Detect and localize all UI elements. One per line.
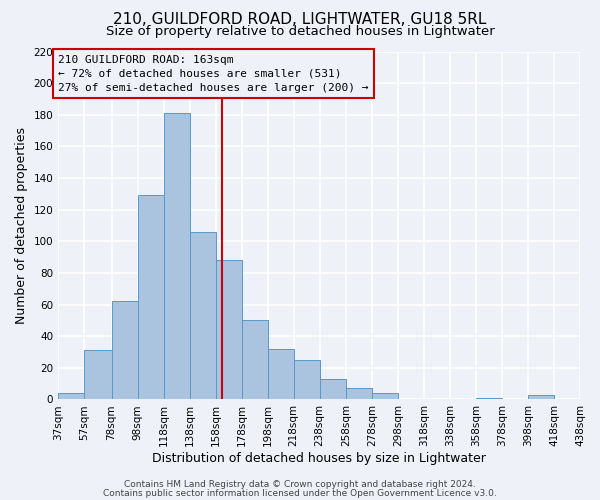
Bar — [164, 113, 190, 400]
Text: Size of property relative to detached houses in Lightwater: Size of property relative to detached ho… — [106, 25, 494, 38]
Text: Contains HM Land Registry data © Crown copyright and database right 2024.: Contains HM Land Registry data © Crown c… — [124, 480, 476, 489]
Y-axis label: Number of detached properties: Number of detached properties — [15, 127, 28, 324]
Bar — [476, 398, 502, 400]
Text: 210, GUILDFORD ROAD, LIGHTWATER, GU18 5RL: 210, GUILDFORD ROAD, LIGHTWATER, GU18 5R… — [113, 12, 487, 28]
Text: Contains public sector information licensed under the Open Government Licence v3: Contains public sector information licen… — [103, 488, 497, 498]
Bar — [58, 393, 84, 400]
Bar — [320, 379, 346, 400]
Bar — [84, 350, 112, 400]
Bar — [294, 360, 320, 400]
X-axis label: Distribution of detached houses by size in Lightwater: Distribution of detached houses by size … — [152, 452, 486, 465]
Bar — [215, 260, 242, 400]
Bar — [242, 320, 268, 400]
Bar — [137, 196, 164, 400]
Bar — [372, 393, 398, 400]
Bar — [528, 394, 554, 400]
Bar — [268, 349, 294, 400]
Bar — [346, 388, 372, 400]
Text: 210 GUILDFORD ROAD: 163sqm
← 72% of detached houses are smaller (531)
27% of sem: 210 GUILDFORD ROAD: 163sqm ← 72% of deta… — [58, 54, 368, 92]
Bar — [112, 302, 137, 400]
Bar — [190, 232, 215, 400]
